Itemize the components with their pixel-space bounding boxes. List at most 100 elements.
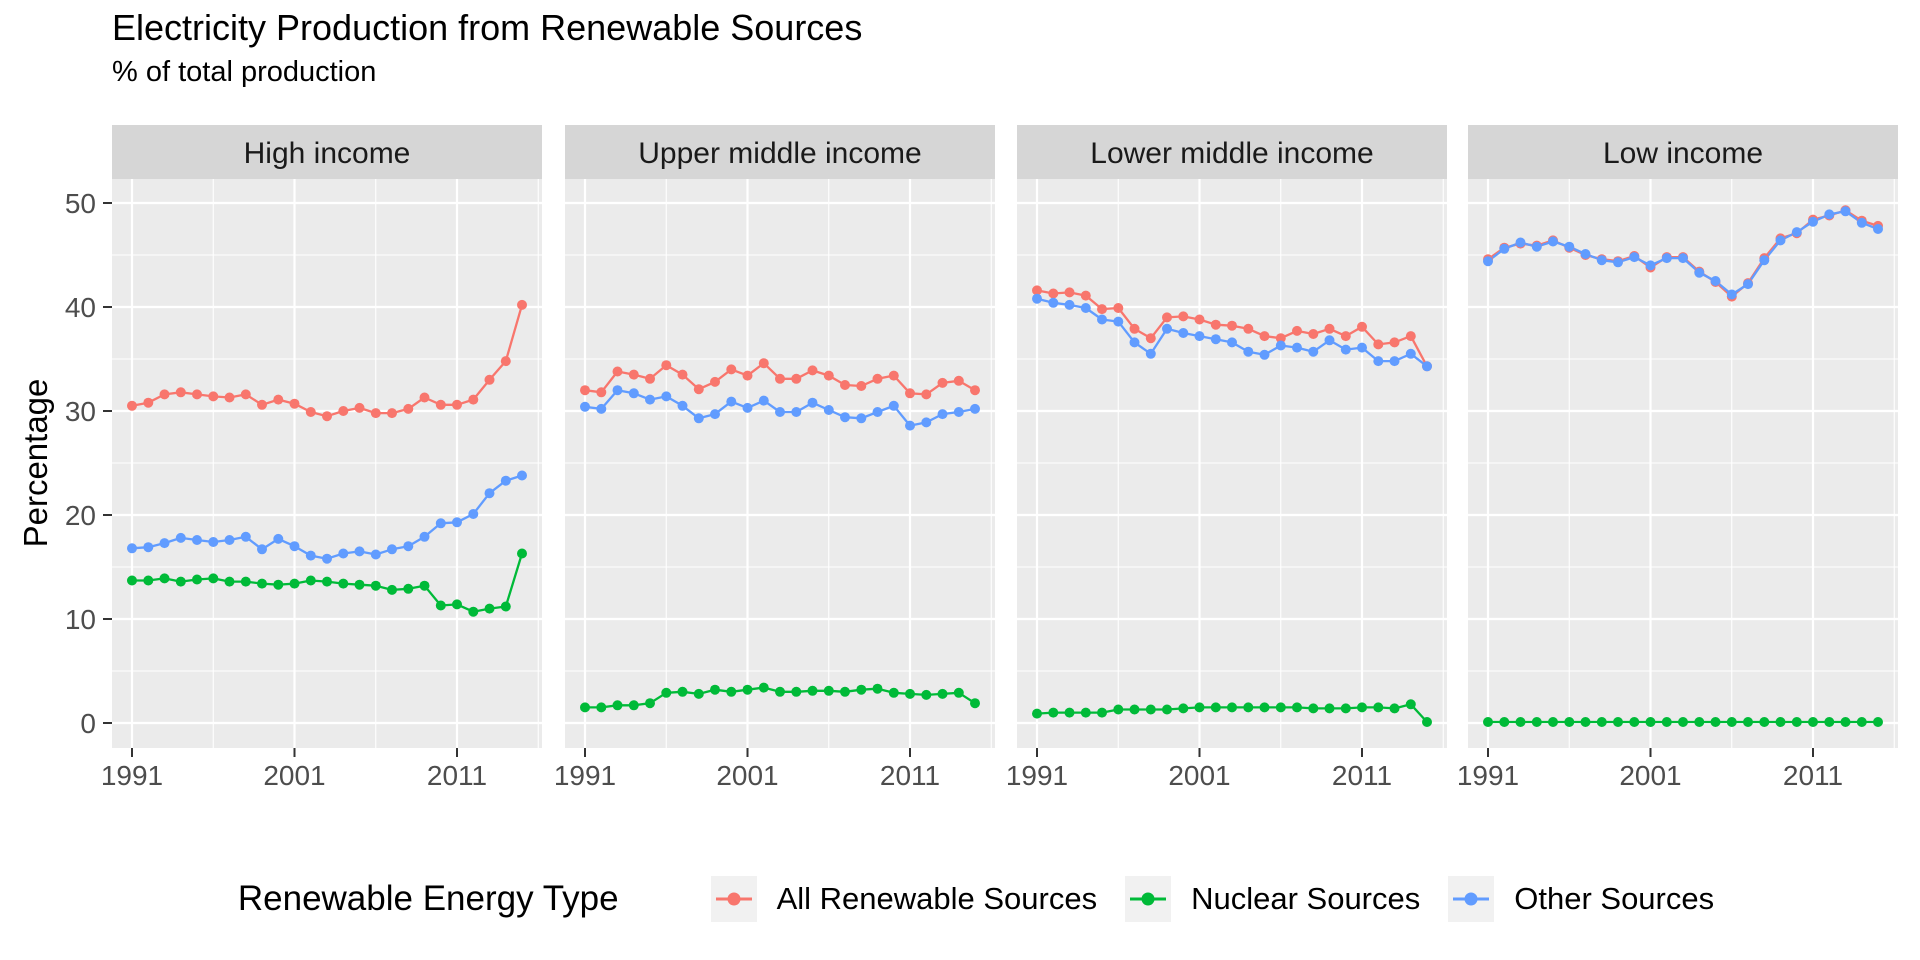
data-point [127,400,137,411]
data-point [1162,312,1172,323]
data-point [1194,314,1205,325]
data-point [580,702,590,713]
data-point [726,686,737,697]
data-point [322,553,332,564]
data-point [435,399,446,410]
data-point [175,576,186,587]
data-point [1775,717,1786,727]
x-axis: 1991 2001 2011 [1006,748,1392,791]
data-point [208,573,219,584]
data-point [1405,348,1416,359]
data-point [612,366,623,377]
data-point [1710,717,1721,727]
data-point [1645,260,1656,271]
data-point [1243,346,1254,357]
data-point [807,365,818,376]
data-point [435,518,446,529]
data-point [1243,323,1254,334]
x-tick-label: 2001 [1619,760,1681,791]
data-point [1080,290,1091,301]
data-point [921,689,932,700]
data-point [1499,717,1510,727]
data-point [580,401,590,412]
data-point [1629,717,1640,727]
y-tick-label: 40 [65,292,96,323]
data-point [1726,289,1737,300]
data-point [1596,255,1607,266]
data-point [1227,320,1237,331]
data-point [1292,325,1302,336]
data-point [1097,304,1107,315]
data-point [937,409,948,420]
facet-low-income: Low income 1991 2001 2011 [1457,125,1898,791]
y-tick-label: 0 [80,708,96,739]
data-point [823,405,834,415]
data-point [500,356,511,367]
data-point [937,688,948,699]
data-point [921,417,932,428]
data-point [354,579,365,590]
data-point [807,685,818,696]
data-point [1389,356,1400,367]
data-point [1340,331,1351,342]
data-point [1613,257,1623,268]
data-point [1259,702,1270,713]
data-point [1613,717,1623,727]
facet-strip-label: Low income [1603,137,1763,170]
data-point [1324,703,1335,714]
data-point [1308,329,1319,339]
data-point [710,684,720,695]
data-point [370,408,381,419]
data-point [1145,704,1156,715]
data-point [1129,704,1140,715]
data-point [1678,717,1688,727]
gridlines-minor [565,179,995,748]
data-point [500,601,511,612]
data-point [1483,717,1493,727]
data-point [628,700,639,711]
data-point [387,584,397,595]
data-point [1275,702,1286,713]
facet-strip-label: High income [244,137,411,170]
data-point [1145,333,1156,344]
data-point [1743,279,1753,290]
legend-item-all-renewable-sources: All Renewable Sources [710,876,1097,922]
data-point [758,395,769,406]
data-point [1357,342,1367,353]
data-point [1856,717,1867,727]
data-point [1373,339,1384,350]
data-point [1726,717,1737,727]
data-point [888,370,899,381]
data-point [1032,708,1042,719]
data-point [1808,216,1818,227]
data-point [1340,703,1351,714]
data-point [677,686,688,697]
legend-key-point [1141,892,1155,906]
legend-key-all-renewable-sources [710,876,757,922]
data-point [419,580,430,591]
data-point [452,599,462,610]
data-point [661,360,672,371]
data-point [1759,255,1770,266]
points-other-sources [580,385,980,431]
data-point [305,575,316,586]
data-point [1405,699,1416,710]
data-point [1629,252,1640,263]
data-point [596,387,607,398]
data-point [1824,717,1835,727]
facet-strip [112,125,542,179]
data-point [289,398,300,409]
data-point [484,603,495,614]
data-point [742,370,753,381]
data-point [1564,241,1575,252]
data-point [517,299,527,310]
data-point [888,687,899,698]
data-point [612,385,623,396]
data-point [1483,256,1493,267]
data-point [1210,334,1221,345]
data-point [159,538,170,549]
data-point [1340,344,1351,355]
data-point [1178,311,1189,322]
data-point [840,380,850,390]
y-tick-label: 50 [65,188,96,219]
